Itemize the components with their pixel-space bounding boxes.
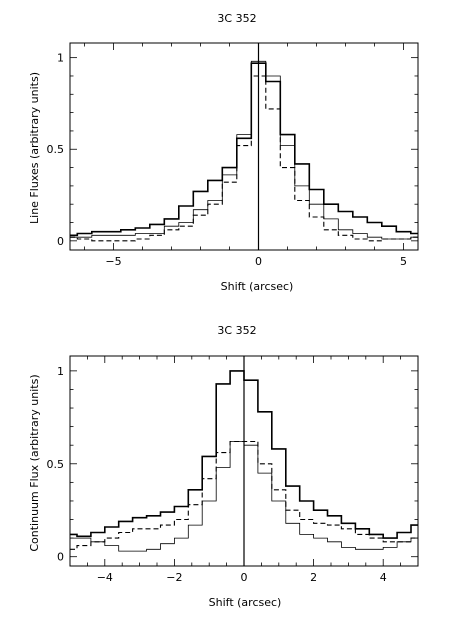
plot-frame [69,355,419,567]
x-tick-label: 0 [255,255,262,268]
series-line-dashed [70,75,418,242]
x-tick-label: 0 [241,571,248,584]
x-tick-label: −2 [166,571,182,584]
line-flux-panel: 3C 352 Line Fluxes (arbitrary units) Shi… [28,12,419,293]
x-tick-label: −4 [97,571,113,584]
y-axis-label: Line Fluxes (arbitrary units) [28,72,41,224]
x-tick-label: 5 [400,255,407,268]
chart-title: 3C 352 [217,12,256,25]
x-axis-label: Shift (arcsec) [221,280,294,293]
y-tick-label: 0.5 [47,143,65,156]
series-line-solid-thin [70,60,418,240]
y-tick-label: 1 [57,365,64,378]
x-tick-label: 2 [310,571,317,584]
plot-frame [69,42,419,251]
y-axis-label: Continuum Flux (arbitrary units) [28,374,41,551]
axis-ticks: −5 0 5 0 0.5 1 [47,43,418,268]
y-tick-label: 1 [57,52,64,65]
y-tick-label: 0.5 [47,458,65,471]
x-axis-label: Shift (arcsec) [209,596,282,609]
x-tick-label: −5 [105,255,121,268]
continuum-flux-panel: 3C 352 Continuum Flux (arbitrary units) … [28,324,419,609]
series-group [70,60,418,242]
x-tick-label: 4 [380,571,387,584]
series-line-solid-heavy [70,62,418,237]
chart-title: 3C 352 [217,324,256,337]
y-tick-label: 0 [57,551,64,564]
y-tick-label: 0 [57,235,64,248]
axis-ticks: −4 −2 0 2 4 0 0.5 1 [47,356,419,584]
